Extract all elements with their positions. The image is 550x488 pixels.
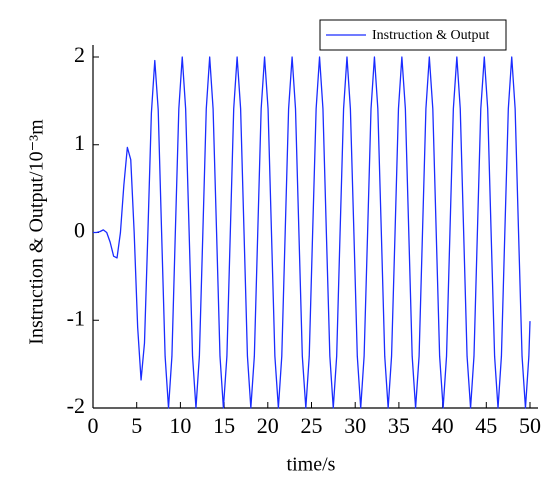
y-tick-label: 1 xyxy=(74,130,85,155)
x-tick-label: 5 xyxy=(131,413,142,438)
x-tick-label: 30 xyxy=(344,413,366,438)
x-tick-label: 45 xyxy=(475,413,497,438)
y-tick-label: 2 xyxy=(74,42,85,67)
data-line xyxy=(93,56,531,409)
y-tick-label: -2 xyxy=(67,393,85,418)
legend-box xyxy=(319,19,507,51)
x-tick-label: 25 xyxy=(301,413,323,438)
x-tick-label: 40 xyxy=(432,413,454,438)
legend-label: Instruction & Output xyxy=(372,28,490,43)
x-axis-label: time/s xyxy=(287,454,336,476)
x-tick-label: 20 xyxy=(257,413,279,438)
y-tick-label: 0 xyxy=(74,218,85,243)
x-tick-label: 15 xyxy=(213,413,235,438)
y-tick-label: -1 xyxy=(67,305,85,330)
x-tick-label: 0 xyxy=(88,413,99,438)
x-tick-label: 35 xyxy=(388,413,410,438)
x-tick-label: 50 xyxy=(519,413,541,438)
y-axis-label: Instruction & Output/10⁻³m xyxy=(26,119,48,345)
x-tick-label: 10 xyxy=(169,413,191,438)
